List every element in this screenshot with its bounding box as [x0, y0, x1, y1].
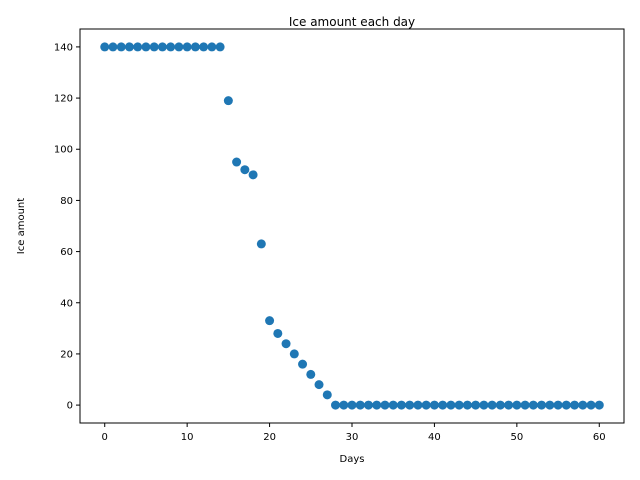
data-point [495, 400, 505, 410]
data-point [504, 400, 514, 410]
data-point [528, 400, 538, 410]
data-point [388, 400, 398, 410]
data-point [240, 165, 250, 175]
data-point [265, 316, 275, 326]
data-point [429, 400, 439, 410]
data-point [182, 42, 192, 52]
chart-title: Ice amount each day [289, 15, 415, 29]
y-tick-label: 120 [54, 94, 73, 105]
data-point [157, 42, 167, 52]
data-point [207, 42, 217, 52]
data-point [454, 400, 464, 410]
y-tick-label: 40 [60, 298, 73, 309]
data-point [446, 400, 456, 410]
data-point [322, 390, 332, 400]
plot-frame [79, 28, 625, 424]
data-point [594, 400, 604, 410]
y-tick-label: 0 [67, 401, 73, 412]
x-tick-label: 40 [428, 432, 441, 443]
x-tick-label: 0 [102, 432, 108, 443]
data-point [141, 42, 151, 52]
data-point [116, 42, 126, 52]
data-point [273, 328, 283, 338]
data-point [149, 42, 159, 52]
data-point [339, 400, 349, 410]
data-point [347, 400, 357, 410]
data-point [561, 400, 571, 410]
data-point [248, 170, 258, 180]
data-point [512, 400, 522, 410]
y-tick-label: 60 [60, 247, 73, 258]
data-point [306, 369, 316, 379]
data-point [479, 400, 489, 410]
data-point [413, 400, 423, 410]
data-point [586, 400, 596, 410]
y-tick-label: 80 [60, 196, 73, 207]
x-tick-label: 20 [263, 432, 276, 443]
data-point [298, 359, 308, 369]
data-point [405, 400, 415, 410]
y-tick-label: 140 [54, 42, 73, 53]
data-point [438, 400, 448, 410]
data-point [421, 400, 431, 410]
data-point [199, 42, 209, 52]
data-point [363, 400, 373, 410]
data-point [355, 400, 365, 410]
data-point [174, 42, 184, 52]
data-point [537, 400, 547, 410]
data-point [471, 400, 481, 410]
data-point [100, 42, 110, 52]
data-point [372, 400, 382, 410]
data-point [190, 42, 200, 52]
x-tick-label: 30 [346, 432, 359, 443]
data-points [100, 42, 604, 410]
y-tick-label: 100 [54, 145, 73, 156]
x-tick-label: 10 [181, 432, 194, 443]
x-tick-label: 50 [510, 432, 523, 443]
data-point [166, 42, 176, 52]
x-axis-label: Days [340, 454, 365, 465]
data-point [215, 42, 225, 52]
x-tick-label: 60 [593, 432, 606, 443]
data-point [223, 96, 233, 106]
data-point [545, 400, 555, 410]
data-point [462, 400, 472, 410]
data-point [396, 400, 406, 410]
y-tick-label: 20 [60, 349, 73, 360]
data-point [124, 42, 134, 52]
data-point [133, 42, 143, 52]
data-point [570, 400, 580, 410]
data-point [331, 400, 341, 410]
data-point [578, 400, 588, 410]
data-point [232, 157, 242, 167]
y-axis: 0 20 40 60 80 100 120 140 [54, 42, 80, 412]
data-point [256, 239, 266, 249]
data-point [289, 349, 299, 359]
x-axis: 0 10 20 30 40 50 60 [102, 423, 606, 443]
data-point [314, 380, 324, 390]
data-point [553, 400, 563, 410]
y-axis-label: Ice amount [16, 198, 27, 254]
data-point [108, 42, 118, 52]
data-point [281, 339, 291, 349]
data-point [380, 400, 390, 410]
data-point [520, 400, 530, 410]
data-point [487, 400, 497, 410]
